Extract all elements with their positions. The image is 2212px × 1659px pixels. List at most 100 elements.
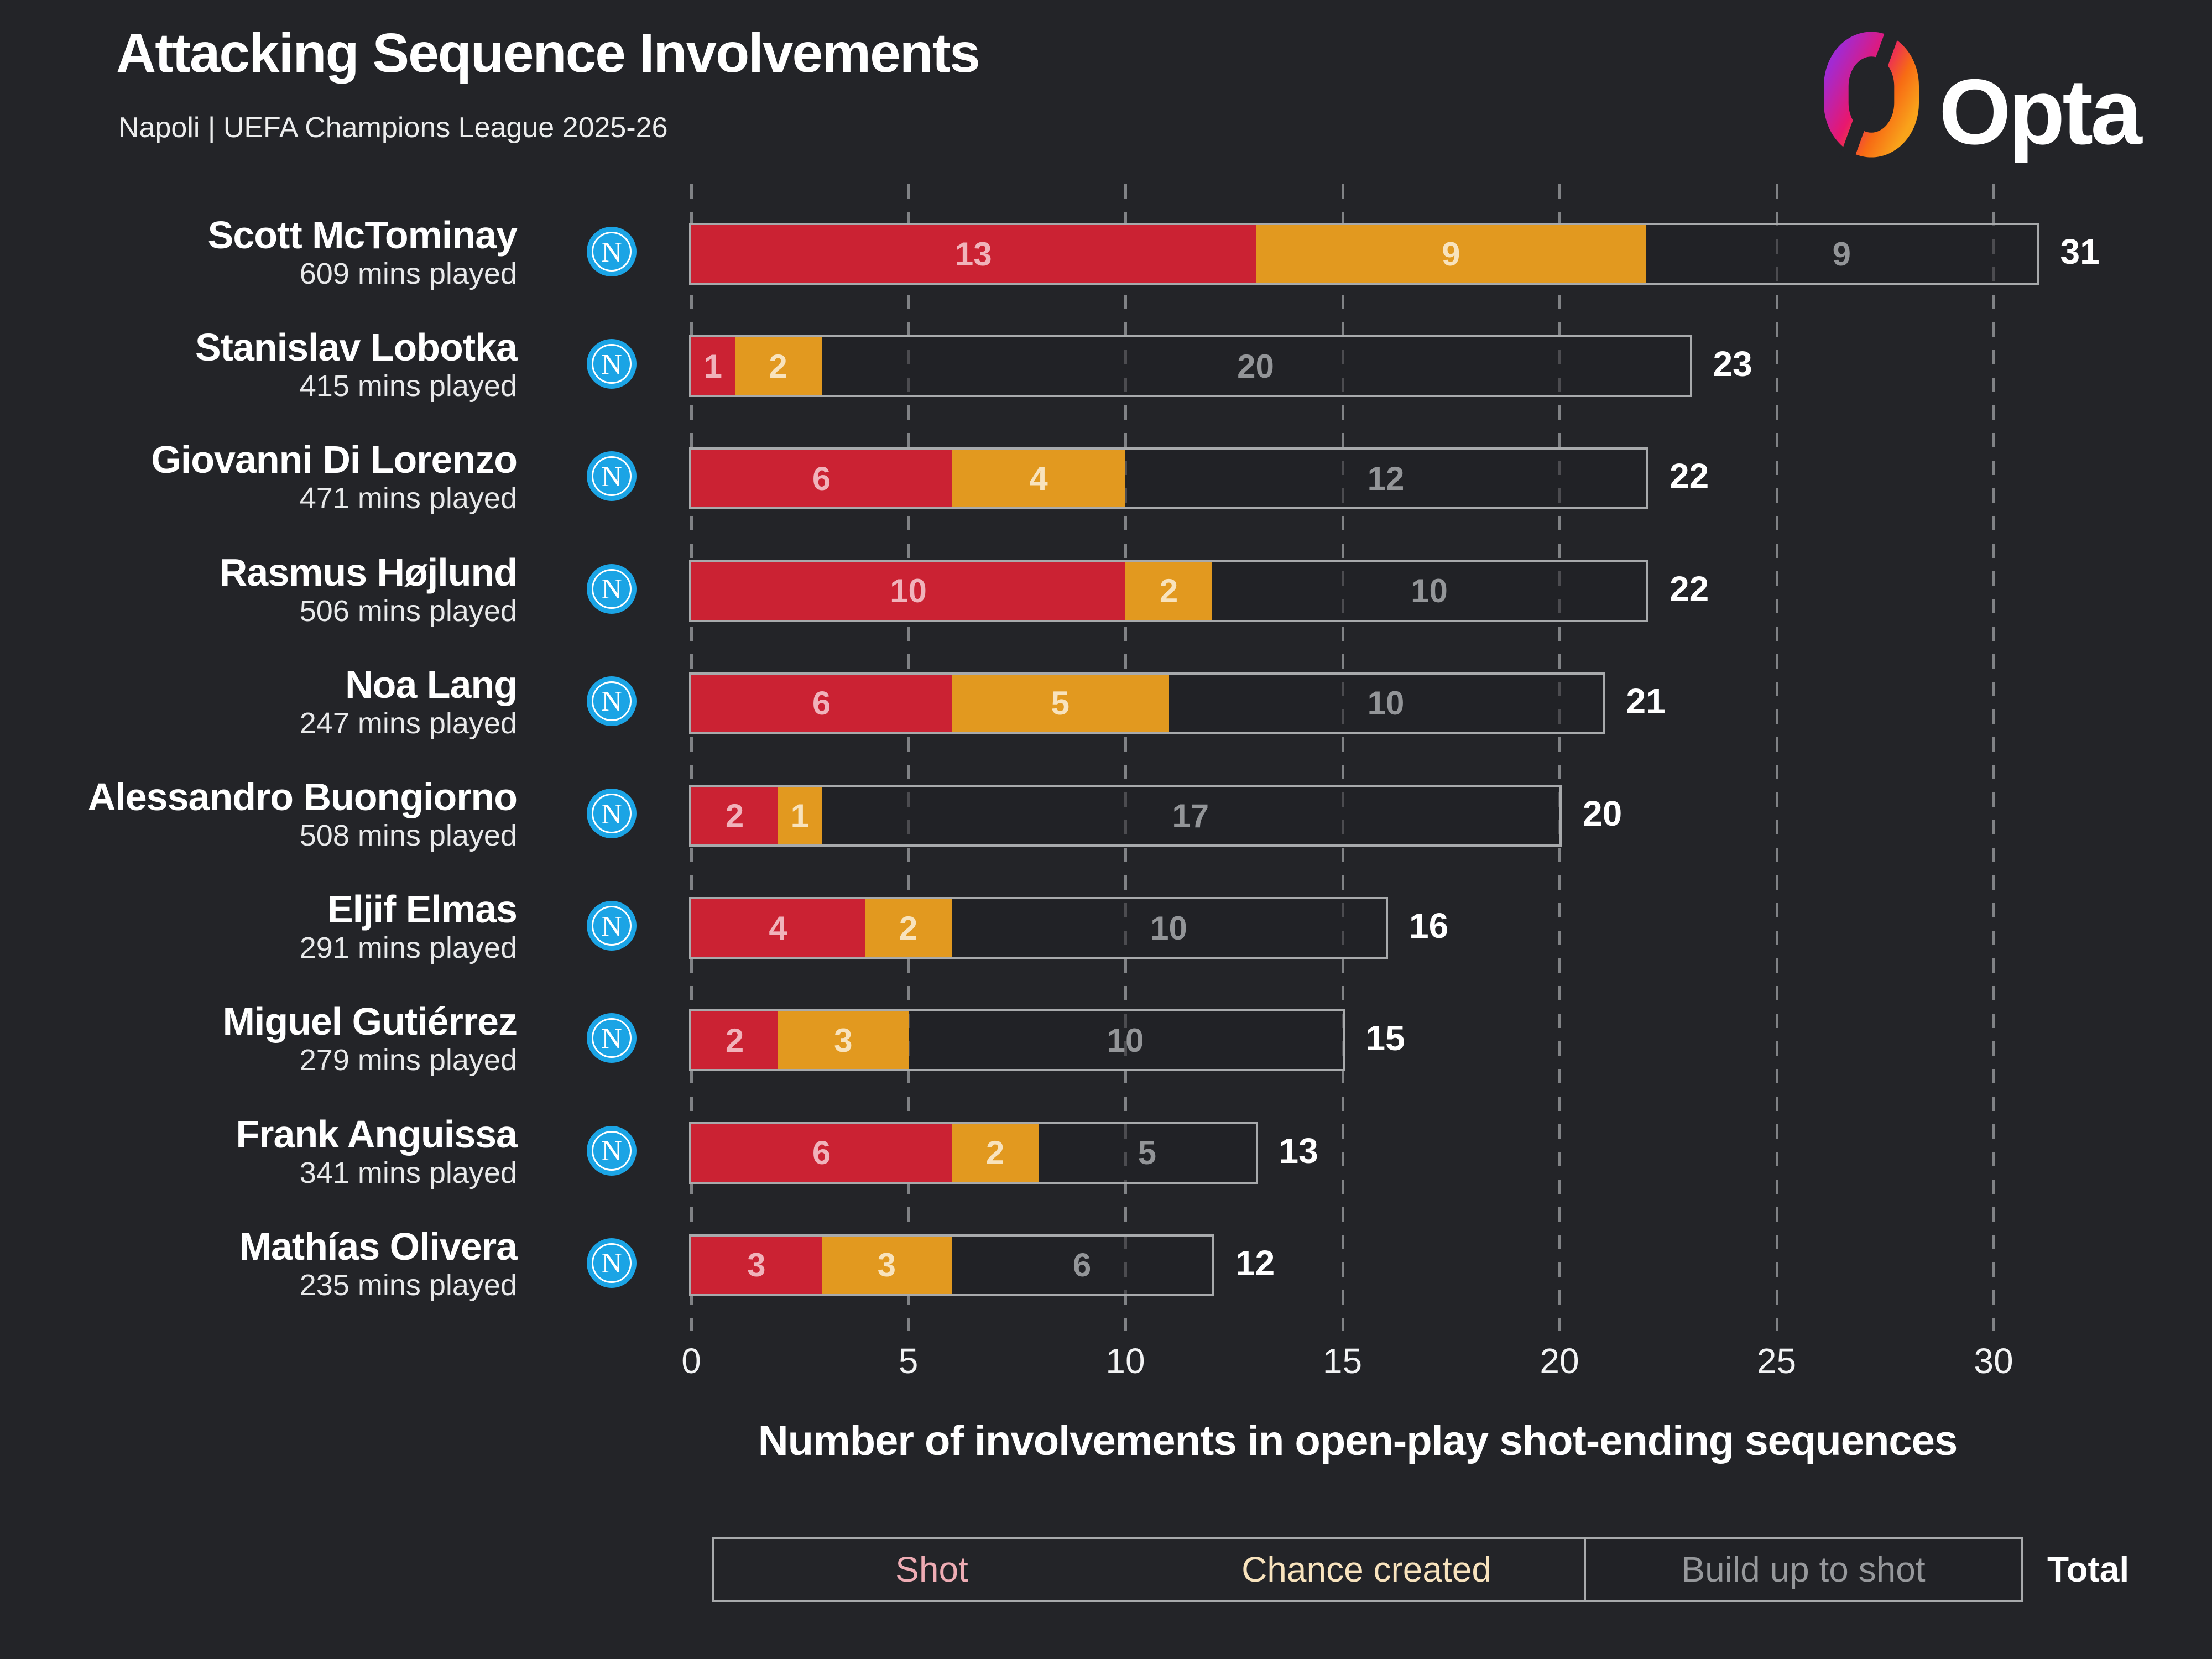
- player-label: Alessandro Buongiorno 508 mins played: [0, 775, 518, 852]
- x-tick-15: 15: [1322, 1341, 1363, 1381]
- build-up-segment: 6: [952, 1236, 1212, 1294]
- total-value: 15: [1365, 1018, 1405, 1058]
- player-label: Stanislav Lobotka 415 mins played: [0, 325, 518, 403]
- build-up-segment: 20: [821, 337, 1690, 395]
- opta-wordmark: Opta: [1939, 60, 2142, 164]
- stacked-bar: 6 5 10: [689, 672, 1605, 734]
- chance-created-segment: 3: [821, 1236, 952, 1294]
- player-label: Frank Anguissa 341 mins played: [0, 1112, 518, 1190]
- shot-segment: 4: [691, 899, 865, 957]
- player-label: Miguel Gutiérrez 279 mins played: [0, 999, 518, 1077]
- shot-segment: 13: [691, 225, 1256, 283]
- total-value: 31: [2060, 232, 2100, 272]
- player-minutes: 415 mins played: [299, 369, 517, 403]
- napoli-badge-icon: N: [587, 1013, 637, 1063]
- stacked-bar: 2 3 10: [689, 1009, 1345, 1072]
- player-name: Giovanni Di Lorenzo: [151, 438, 518, 482]
- napoli-badge-icon: N: [587, 676, 637, 726]
- player-name: Scott McTominay: [207, 213, 518, 257]
- legend: Shot Chance created Build up to shot: [712, 1537, 2023, 1602]
- chance-created-segment: 5: [952, 674, 1169, 732]
- badge-ring: [592, 794, 632, 833]
- shot-segment: 2: [691, 1011, 778, 1070]
- badge-ring: [592, 906, 632, 946]
- stacked-bar: 6 4 12: [689, 447, 1648, 510]
- player-row: Miguel Gutiérrez 279 mins played N 2 3 1…: [0, 1000, 2212, 1077]
- chance-created-segment: 2: [1125, 562, 1212, 620]
- chance-created-segment: 9: [1255, 225, 1646, 283]
- x-tick-0: 0: [681, 1341, 701, 1381]
- x-tick-10: 10: [1105, 1341, 1145, 1381]
- player-name: Frank Anguissa: [236, 1112, 518, 1156]
- badge-ring: [592, 681, 632, 721]
- player-row: Eljif Elmas 291 mins played N 4 2 10 16: [0, 888, 2212, 964]
- badge-ring: [592, 232, 632, 272]
- player-row: Stanislav Lobotka 415 mins played N 1 2 …: [0, 326, 2212, 403]
- stacked-bar: 10 2 10: [689, 560, 1648, 622]
- player-minutes: 279 mins played: [299, 1044, 517, 1077]
- chance-created-segment: 3: [778, 1011, 909, 1070]
- gridline-30: [1992, 184, 1995, 1331]
- build-up-segment: 9: [1646, 225, 2037, 283]
- x-tick-25: 25: [1756, 1341, 1797, 1381]
- build-up-segment: 12: [1125, 450, 1646, 508]
- shot-segment: 6: [691, 674, 952, 732]
- shot-segment: 10: [691, 562, 1125, 620]
- badge-letter: N: [601, 1248, 622, 1280]
- badge-letter: N: [601, 1022, 622, 1055]
- player-row: Mathías Olivera 235 mins played N 3 3 6 …: [0, 1225, 2212, 1302]
- player-name: Alessandro Buongiorno: [87, 775, 518, 818]
- badge-ring: [592, 456, 632, 497]
- badge-letter: N: [601, 798, 622, 830]
- opta-ring-icon: [1824, 31, 1919, 158]
- player-label: Rasmus Højlund 506 mins played: [0, 550, 518, 628]
- badge-letter: N: [601, 348, 622, 380]
- stacked-bar: 2 1 17: [689, 785, 1562, 847]
- gridline-20: [1558, 184, 1561, 1331]
- x-tick-30: 30: [1974, 1341, 2013, 1381]
- napoli-badge-icon: N: [587, 227, 637, 276]
- shot-segment: 6: [691, 450, 952, 508]
- shot-segment: 6: [691, 1124, 952, 1182]
- player-label: Giovanni Di Lorenzo 471 mins played: [0, 437, 518, 515]
- gridline-15: [1341, 184, 1344, 1331]
- player-label: Mathías Olivera 235 mins played: [0, 1224, 518, 1302]
- badge-letter: N: [601, 1135, 622, 1167]
- badge-ring: [592, 568, 632, 609]
- napoli-badge-icon: N: [587, 1238, 637, 1288]
- build-up-segment: 10: [952, 899, 1386, 957]
- napoli-badge-icon: N: [587, 339, 637, 389]
- player-minutes: 235 mins played: [299, 1268, 517, 1302]
- badge-letter: N: [601, 910, 622, 942]
- x-axis-title: Number of involvements in open-play shot…: [758, 1417, 1958, 1464]
- player-label: Eljif Elmas 291 mins played: [0, 887, 518, 964]
- player-label: Scott McTominay 609 mins played: [0, 213, 518, 290]
- badge-letter: N: [601, 461, 622, 493]
- badge-ring: [592, 344, 632, 384]
- legend-chance-created: Chance created: [1241, 1550, 1491, 1589]
- player-minutes: 471 mins played: [299, 482, 517, 515]
- total-value: 20: [1583, 794, 1623, 833]
- chance-created-segment: 4: [952, 450, 1125, 508]
- legend-shot: Shot: [895, 1550, 968, 1589]
- gridline-10: [1124, 184, 1127, 1331]
- stacked-bar: 4 2 10: [689, 897, 1388, 959]
- opta-logo: Opta: [1824, 31, 2167, 164]
- legend-total-label: Total: [2047, 1550, 2130, 1589]
- napoli-badge-icon: N: [587, 901, 637, 951]
- player-name: Rasmus Højlund: [219, 550, 518, 594]
- total-value: 22: [1670, 456, 1709, 497]
- total-value: 21: [1626, 681, 1666, 721]
- player-row: Giovanni Di Lorenzo 471 mins played N 6 …: [0, 438, 2212, 515]
- total-value: 16: [1409, 906, 1449, 946]
- build-up-segment: 5: [1039, 1124, 1256, 1182]
- gridline-5: [907, 184, 910, 1331]
- player-name: Mathías Olivera: [239, 1224, 518, 1268]
- napoli-badge-icon: N: [587, 564, 637, 614]
- build-up-segment: 17: [821, 787, 1559, 844]
- build-up-segment: 10: [908, 1011, 1343, 1070]
- gridline-25: [1775, 184, 1778, 1331]
- player-name: Miguel Gutiérrez: [222, 1000, 518, 1044]
- total-value: 13: [1279, 1130, 1318, 1171]
- badge-letter: N: [601, 236, 622, 268]
